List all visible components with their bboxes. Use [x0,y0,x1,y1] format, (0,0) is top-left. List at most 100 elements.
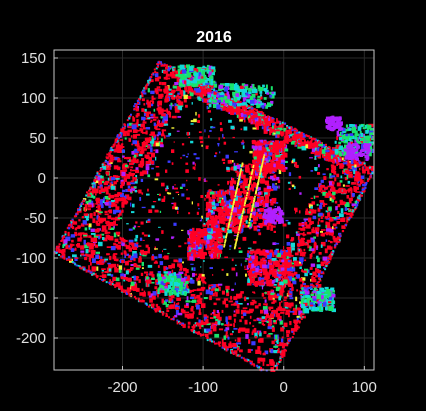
scan-point [300,277,306,281]
scan-point [190,263,194,265]
scan-point [80,205,83,208]
scan-point [88,223,92,228]
scan-point [328,256,331,259]
scan-point [364,184,367,187]
scan-point [120,143,124,146]
point-cloud [54,60,375,372]
scan-point [286,334,290,337]
scan-point [331,175,336,178]
scan-point [150,119,153,122]
scan-point [338,232,342,236]
scan-point [234,339,237,342]
scan-point [301,134,304,136]
scan-point [275,161,280,165]
scan-point [244,186,249,189]
scan-point [165,315,168,317]
scan-point [153,119,157,121]
scan-point [141,151,143,155]
scan-point [100,188,106,193]
scan-point [232,100,235,104]
scan-point [196,294,201,299]
scan-point [184,85,188,90]
scan-point [131,124,137,130]
scan-point [96,275,99,278]
scan-point [323,146,328,149]
scan-point [131,151,136,155]
scan-point [267,326,272,330]
scan-point [106,253,110,256]
scan-point [284,301,289,307]
scan-point [241,315,244,319]
scan-point [279,301,281,307]
scan-point [201,239,206,244]
scan-point [149,136,152,140]
scan-point [94,180,96,183]
scan-point [288,187,291,190]
scan-point [120,252,123,255]
scan-point [133,285,137,290]
scan-point [309,143,313,149]
scan-point [192,331,195,334]
scan-point [265,203,269,207]
scan-point [295,324,297,327]
scan-point [287,290,291,296]
scan-point [179,89,183,95]
scan-point [310,284,314,286]
scan-point [312,271,317,276]
scan-point [55,247,58,250]
scan-point [275,260,280,263]
scan-point [218,343,221,346]
scan-point [287,337,291,342]
scan-point [223,206,228,211]
scan-point [244,167,250,173]
scan-point [93,211,96,216]
scan-point [253,292,256,294]
scan-point [271,125,275,130]
scan-point [153,108,156,112]
scan-point [190,253,193,256]
scan-point [230,303,235,306]
scan-point [268,127,271,132]
scan-point [141,192,144,195]
scan-point [283,127,287,132]
scan-point [141,116,146,121]
scan-point [110,181,113,187]
scan-point [243,359,246,362]
scan-point [143,127,147,130]
scan-point [91,186,94,189]
scan-point [96,173,99,176]
scan-point [280,288,284,293]
scan-point [223,197,227,201]
scan-point [309,246,312,250]
scan-point [69,223,72,226]
scan-point [112,184,115,187]
scan-point [256,167,260,170]
scan-point [250,278,255,284]
scan-point [299,257,304,262]
scan-point [296,231,300,233]
scan-point [161,129,164,135]
scan-point [285,312,290,315]
scan-point [300,314,303,317]
scan-point [197,280,201,286]
scan-point [203,227,208,231]
scan-point [267,259,271,262]
scan-point [184,88,188,93]
scan-point [280,300,283,303]
scan-point [261,114,265,117]
scan-point [130,202,132,207]
scan-point [328,146,331,149]
scan-point [332,250,335,253]
scan-point [155,238,160,241]
scan-point [88,265,90,270]
scan-point [145,113,150,118]
scan-point [128,241,134,245]
scan-point [232,136,235,139]
scan-point [291,129,294,132]
scan-point [74,231,78,237]
scan-point [237,213,242,216]
scan-point [233,162,236,167]
scan-point [348,161,353,166]
scan-point [323,267,326,269]
scan-point [240,213,243,219]
